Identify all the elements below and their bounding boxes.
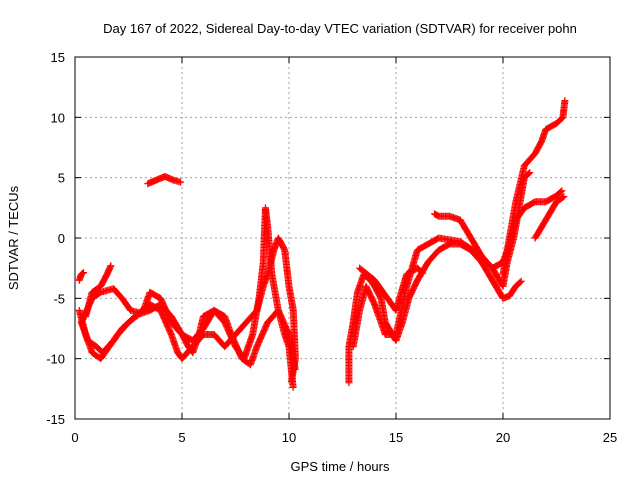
grid xyxy=(75,57,610,419)
y-tick-label: 0 xyxy=(58,231,65,246)
data-marks xyxy=(75,97,569,391)
x-tick-label: 0 xyxy=(71,430,78,445)
series-arc-1 xyxy=(75,269,88,284)
y-tick-label: -15 xyxy=(46,412,65,427)
data-point xyxy=(177,178,185,186)
chart-title: Day 167 of 2022, Sidereal Day-to-day VTE… xyxy=(103,21,577,36)
axis-ticks: 0 5 10 15 20 25 -15 -10 -5 0 5 10 15 xyxy=(46,50,617,445)
y-tick-label: 5 xyxy=(58,171,65,186)
x-tick-label: 25 xyxy=(603,430,617,445)
series-arc-6 xyxy=(144,172,185,188)
data-point xyxy=(80,269,88,277)
data-point xyxy=(558,187,566,195)
data-point xyxy=(517,277,525,285)
data-point xyxy=(516,278,524,286)
data-point xyxy=(561,97,569,105)
series-arc-8 xyxy=(349,187,566,351)
data-point xyxy=(419,269,427,277)
x-axis-label: GPS time / hours xyxy=(291,459,390,474)
data-point xyxy=(525,170,533,178)
series-arc-11 xyxy=(499,97,569,278)
data-point xyxy=(560,193,568,201)
data-point xyxy=(107,262,115,270)
data-point xyxy=(289,383,297,391)
y-axis-label: SDTVAR / TECUs xyxy=(6,185,21,290)
y-tick-label: 15 xyxy=(51,50,65,65)
x-tick-label: 5 xyxy=(178,430,185,445)
data-point xyxy=(418,268,426,276)
data-point xyxy=(559,193,567,201)
data-point xyxy=(526,169,534,177)
y-tick-label: 10 xyxy=(51,110,65,125)
x-tick-label: 10 xyxy=(282,430,296,445)
series-arc-4 xyxy=(77,204,297,391)
y-tick-label: -10 xyxy=(46,352,65,367)
x-tick-label: 15 xyxy=(389,430,403,445)
data-point xyxy=(78,269,86,277)
y-tick-label: -5 xyxy=(53,291,65,306)
series-arc-12 xyxy=(531,193,568,242)
series-arc-3 xyxy=(77,234,299,385)
series-arc-9 xyxy=(356,264,427,314)
series-arc-5 xyxy=(82,262,115,320)
data-point xyxy=(557,188,565,196)
x-tick-label: 20 xyxy=(496,430,510,445)
